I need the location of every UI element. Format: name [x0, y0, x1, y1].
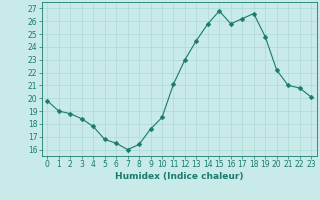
X-axis label: Humidex (Indice chaleur): Humidex (Indice chaleur): [115, 172, 244, 181]
